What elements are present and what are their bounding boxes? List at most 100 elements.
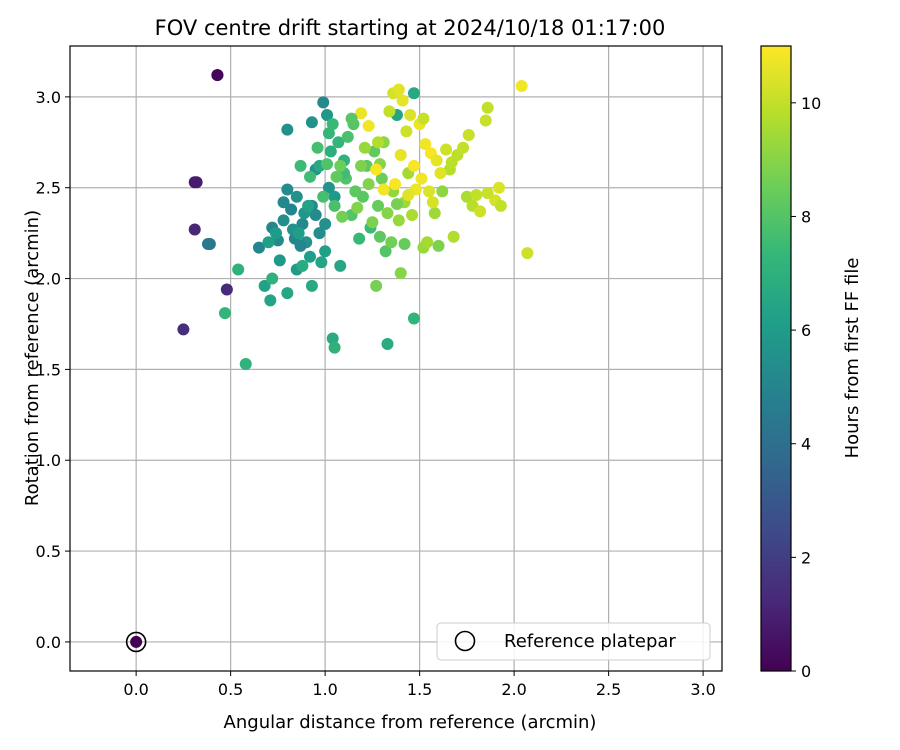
- data-point: [281, 287, 294, 300]
- x-axis-ticks: 0.0 0.5 1.0 1.5 2.0 2.5 3.0: [123, 671, 716, 699]
- data-point: [370, 163, 383, 176]
- data-point: [315, 256, 328, 269]
- data-point: [232, 263, 245, 276]
- data-point: [457, 141, 470, 154]
- x-tick-label: 0.0: [123, 680, 148, 699]
- data-point: [392, 83, 405, 96]
- data-point: [417, 112, 430, 125]
- data-point: [322, 127, 335, 140]
- data-point: [326, 118, 339, 131]
- colorbar-tick-label: 2: [801, 548, 811, 567]
- data-point: [319, 218, 332, 231]
- data-point: [470, 188, 483, 201]
- y-axis-ticks: 0.0 0.5 1.0 1.5 2.0 2.5 3.0: [36, 88, 70, 652]
- data-point: [294, 159, 307, 172]
- data-point: [328, 190, 341, 203]
- data-point: [362, 178, 375, 191]
- data-point: [481, 187, 494, 200]
- data-point: [239, 357, 252, 370]
- data-point: [277, 196, 290, 209]
- data-point: [372, 199, 385, 212]
- data-point: [353, 232, 366, 245]
- data-point: [269, 227, 282, 240]
- plot-background: [70, 46, 722, 671]
- colorbar-fill: [761, 46, 791, 671]
- data-point: [334, 159, 347, 172]
- data-point: [390, 198, 403, 211]
- colorbar-ticks: 0 2 4 6 8 10: [791, 94, 821, 681]
- data-point: [381, 207, 394, 220]
- data-point: [294, 239, 307, 252]
- data-point: [430, 154, 443, 167]
- data-points: [130, 69, 534, 648]
- data-point: [326, 332, 339, 345]
- data-point: [281, 183, 294, 196]
- data-point: [262, 236, 275, 249]
- data-point: [460, 190, 473, 203]
- data-point: [436, 185, 449, 198]
- data-point: [351, 201, 364, 214]
- data-point: [264, 294, 277, 307]
- data-point: [296, 218, 309, 231]
- colorbar-tick-label: 4: [801, 435, 811, 454]
- data-point: [521, 247, 534, 260]
- data-point: [370, 279, 383, 292]
- data-point: [349, 185, 362, 198]
- data-point: [290, 190, 303, 203]
- data-point: [447, 230, 460, 243]
- data-point: [281, 123, 294, 136]
- data-point: [392, 214, 405, 227]
- data-point: [445, 156, 458, 169]
- data-point: [341, 130, 354, 143]
- data-point: [375, 172, 388, 185]
- data-point: [389, 178, 402, 191]
- data-point: [190, 176, 203, 189]
- data-point: [434, 167, 447, 180]
- data-point: [379, 245, 392, 258]
- data-point: [332, 136, 345, 149]
- data-point: [372, 136, 385, 149]
- data-point: [406, 208, 419, 221]
- y-tick-label: 2.5: [36, 179, 61, 198]
- data-point: [336, 210, 349, 223]
- data-point: [317, 190, 330, 203]
- data-point: [462, 129, 475, 142]
- chart-title: FOV centre drift starting at 2024/10/18 …: [155, 16, 666, 40]
- data-point: [309, 208, 322, 221]
- plot-frame: [69, 45, 723, 672]
- y-tick-label: 3.0: [36, 88, 61, 107]
- data-point: [362, 119, 375, 132]
- data-point: [394, 267, 407, 280]
- data-point: [277, 214, 290, 227]
- legend-entry-reference: Reference platepar: [504, 631, 676, 652]
- data-point: [319, 245, 332, 258]
- data-point: [302, 199, 315, 212]
- data-point: [400, 125, 413, 138]
- data-point: [426, 196, 439, 209]
- y-tick-label: 1.0: [36, 451, 61, 470]
- data-point: [321, 158, 334, 171]
- data-point: [432, 239, 445, 252]
- data-point: [398, 238, 411, 251]
- data-point: [515, 79, 528, 92]
- data-point: [296, 259, 309, 272]
- x-tick-label: 0.5: [218, 680, 243, 699]
- data-point: [322, 181, 335, 194]
- colorbar: 0 2 4 6 8 10 Hours from first FF file: [760, 45, 863, 681]
- data-point: [285, 203, 298, 216]
- data-point: [177, 323, 190, 336]
- x-tick-label: 1.0: [312, 680, 337, 699]
- data-point: [252, 241, 265, 254]
- data-point: [304, 250, 317, 263]
- reference-platepar-marker: [125, 631, 147, 653]
- x-axis-label: Angular distance from reference (arcmin): [224, 712, 597, 733]
- data-point: [474, 205, 487, 218]
- data-point: [407, 159, 420, 172]
- legend-box: [436, 622, 711, 661]
- colorbar-frame: [760, 45, 792, 672]
- data-point: [407, 312, 420, 325]
- data-point: [494, 199, 507, 212]
- data-point: [211, 69, 224, 82]
- data-point: [479, 114, 492, 127]
